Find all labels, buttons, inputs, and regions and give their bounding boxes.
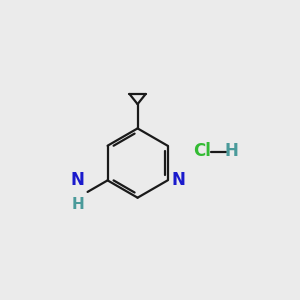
Text: N: N	[71, 171, 85, 189]
Text: H: H	[224, 142, 238, 160]
Text: H: H	[72, 197, 85, 212]
Text: N: N	[172, 171, 186, 189]
Text: Cl: Cl	[193, 142, 211, 160]
